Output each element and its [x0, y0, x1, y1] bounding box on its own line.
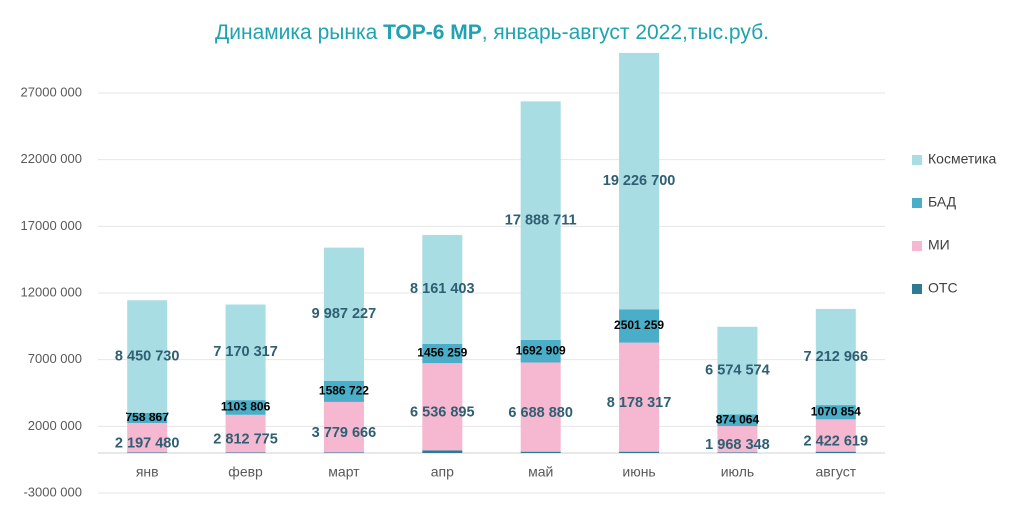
legend-label: ОТС [928, 280, 958, 296]
bar-segment [225, 400, 266, 415]
legend-label: БАД [928, 194, 957, 210]
bar-segment [815, 419, 856, 452]
data-label: 2 197 480 [115, 436, 180, 452]
data-label: 7 170 317 [213, 344, 278, 360]
y-tick-label: 22000 000 [21, 151, 82, 166]
bar-segment [520, 451, 561, 453]
data-label: 19 226 700 [603, 173, 676, 189]
bar-segment [422, 363, 463, 451]
data-label: 1 968 348 [705, 437, 770, 453]
x-tick-label: май [528, 464, 553, 480]
x-tick-label: июнь [622, 464, 655, 480]
data-label: 17 888 711 [505, 212, 577, 228]
bar-segment [815, 405, 856, 420]
legend-swatch [912, 241, 922, 251]
bar-segment [127, 300, 168, 413]
bar-segment [422, 343, 463, 364]
title-part: Динамика рынка [215, 21, 383, 44]
data-label: 2 422 619 [804, 433, 869, 449]
bar-segment [323, 380, 364, 402]
y-tick-label: 12000 000 [21, 284, 82, 299]
bar-segment [717, 452, 758, 453]
data-label: 3 779 666 [312, 425, 377, 441]
bar-segment [619, 342, 660, 452]
bar-segment [323, 401, 364, 453]
chart-title: Динамика рынка ТОР-6 МР, январь-август 2… [215, 21, 769, 44]
data-label: 1586 722 [319, 384, 369, 398]
bar-segment [619, 52, 660, 310]
data-label: 1456 259 [417, 346, 467, 360]
bar-segment [815, 451, 856, 453]
y-tick-label: -3000 000 [23, 484, 82, 499]
bar-segment [717, 414, 758, 427]
x-tick-label: февр [228, 464, 263, 480]
x-tick-label: июль [721, 464, 754, 480]
bar-segment [422, 234, 463, 344]
bar-segment [619, 309, 660, 343]
bar-segment [323, 452, 364, 453]
data-label: 8 450 730 [115, 348, 180, 364]
bar-segment [127, 412, 168, 424]
data-label: 1692 909 [516, 343, 566, 357]
legend-swatch [912, 284, 922, 294]
data-label: 1070 854 [811, 404, 861, 418]
bar-segment [225, 414, 266, 453]
legend-swatch [912, 198, 922, 208]
bar-segment [520, 339, 561, 363]
bar-segment [619, 451, 660, 453]
x-tick-label: апр [431, 464, 454, 480]
bar-segment [520, 362, 561, 452]
y-tick-label: 17000 000 [21, 218, 82, 233]
data-label: 758 867 [125, 410, 169, 424]
bar-segment [127, 423, 168, 453]
data-label: 874 064 [716, 412, 760, 426]
x-tick-label: август [816, 464, 857, 480]
y-tick-label: 27000 000 [21, 84, 82, 99]
x-tick-label: март [328, 464, 360, 480]
data-label: 8 178 317 [607, 395, 672, 411]
title-part: ТОР-6 МР [383, 21, 482, 44]
legend-label: Косметика [928, 151, 997, 167]
bar-segment [323, 247, 364, 381]
data-label: 7 212 966 [804, 349, 869, 365]
data-label: 6 574 574 [705, 362, 770, 378]
bar-segment [127, 452, 168, 453]
data-label: 6 536 895 [410, 405, 475, 421]
legend-label: МИ [928, 237, 950, 253]
bar-segment [225, 304, 266, 401]
data-label: 2501 259 [614, 318, 664, 332]
bar-segment [422, 450, 463, 453]
data-label: 2 812 775 [213, 431, 278, 447]
bar-segment [815, 308, 856, 406]
data-label: 6 688 880 [508, 405, 573, 421]
bar-segment [520, 101, 561, 340]
data-label: 8 161 403 [410, 281, 475, 297]
bar-segment [717, 326, 758, 415]
y-tick-label: 7000 000 [28, 351, 82, 366]
title-part: , январь-август 2022,тыс.руб. [482, 21, 769, 44]
bar-segment [225, 452, 266, 453]
data-label: 9 987 227 [312, 306, 377, 322]
y-tick-label: 2000 000 [28, 418, 82, 433]
data-label: 1103 806 [221, 400, 271, 414]
x-tick-label: янв [136, 464, 159, 480]
bar-segment [717, 426, 758, 453]
legend-swatch [912, 155, 922, 165]
